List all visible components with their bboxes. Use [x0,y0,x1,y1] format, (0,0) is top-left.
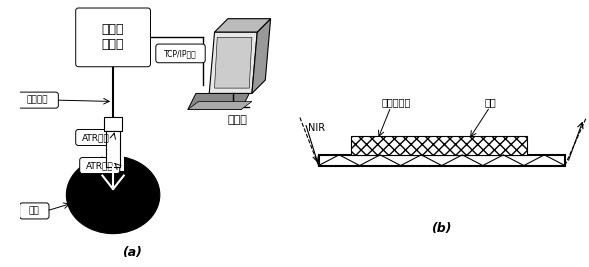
Text: 原油: 原油 [29,206,39,215]
Bar [104,117,123,131]
Text: ATR探头: ATR探头 [82,133,110,142]
Text: 传输光纤: 传输光纤 [27,96,48,105]
Text: (a): (a) [122,246,142,259]
FancyBboxPatch shape [76,129,116,146]
Text: ATR晶体: ATR晶体 [86,161,114,170]
Ellipse shape [67,156,160,234]
Polygon shape [188,101,252,109]
Polygon shape [188,93,249,109]
FancyBboxPatch shape [80,158,120,174]
Text: NIR: NIR [308,123,325,133]
Polygon shape [209,32,257,93]
Bar [319,155,565,166]
FancyBboxPatch shape [19,203,49,219]
Polygon shape [214,37,252,88]
Text: 全反射晶体: 全反射晶体 [382,97,411,107]
Bar [350,136,527,155]
Text: 样品: 样品 [484,97,496,107]
Polygon shape [214,19,270,32]
Polygon shape [252,19,270,93]
FancyBboxPatch shape [76,8,150,67]
FancyBboxPatch shape [156,44,205,63]
Text: (b): (b) [432,222,452,235]
FancyBboxPatch shape [17,92,58,108]
Bar [107,131,120,167]
Text: 近红外
分析仪: 近红外 分析仪 [102,23,124,51]
Text: 工作站: 工作站 [227,115,247,125]
Text: TCP/IP网线: TCP/IP网线 [164,49,197,58]
